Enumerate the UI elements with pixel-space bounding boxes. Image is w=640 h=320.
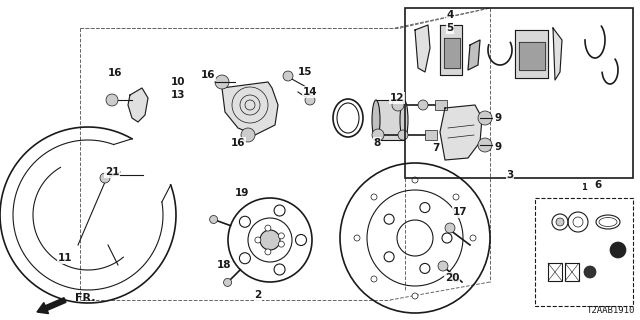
Text: 20: 20 bbox=[445, 273, 460, 283]
Text: 6: 6 bbox=[595, 180, 602, 190]
Ellipse shape bbox=[400, 100, 408, 140]
Circle shape bbox=[260, 230, 280, 250]
Text: 19: 19 bbox=[235, 188, 249, 198]
Text: 4: 4 bbox=[446, 10, 454, 20]
Text: T2AAB1910: T2AAB1910 bbox=[587, 306, 635, 315]
Text: 9: 9 bbox=[495, 142, 502, 152]
Circle shape bbox=[296, 235, 307, 245]
Circle shape bbox=[283, 71, 293, 81]
Text: 18: 18 bbox=[217, 260, 231, 270]
Circle shape bbox=[438, 261, 448, 271]
Circle shape bbox=[100, 173, 110, 183]
Text: 21: 21 bbox=[105, 167, 119, 177]
Circle shape bbox=[274, 264, 285, 275]
Circle shape bbox=[470, 235, 476, 241]
Circle shape bbox=[265, 249, 271, 255]
Circle shape bbox=[392, 99, 404, 111]
Circle shape bbox=[371, 276, 377, 282]
Text: 1: 1 bbox=[581, 183, 587, 192]
Circle shape bbox=[239, 216, 250, 227]
Bar bbox=[535, 198, 633, 306]
Circle shape bbox=[239, 253, 250, 264]
Bar bbox=[405, 8, 633, 178]
Polygon shape bbox=[440, 105, 482, 160]
Polygon shape bbox=[519, 42, 545, 70]
Circle shape bbox=[354, 235, 360, 241]
Polygon shape bbox=[415, 25, 430, 72]
Bar bbox=[548, 263, 562, 281]
Circle shape bbox=[584, 266, 596, 278]
Circle shape bbox=[610, 242, 626, 258]
Text: 3: 3 bbox=[506, 170, 514, 180]
Text: 8: 8 bbox=[373, 138, 381, 148]
Bar bbox=[565, 263, 579, 281]
Polygon shape bbox=[553, 28, 562, 80]
Circle shape bbox=[106, 94, 118, 106]
Polygon shape bbox=[128, 88, 148, 122]
Circle shape bbox=[445, 223, 455, 233]
Text: 11: 11 bbox=[58, 253, 72, 263]
Polygon shape bbox=[468, 40, 480, 70]
Polygon shape bbox=[440, 25, 462, 75]
Circle shape bbox=[274, 205, 285, 216]
Circle shape bbox=[556, 218, 564, 226]
Circle shape bbox=[478, 138, 492, 152]
Circle shape bbox=[442, 233, 452, 243]
Text: 16: 16 bbox=[201, 70, 215, 80]
Text: 9: 9 bbox=[495, 113, 502, 123]
Circle shape bbox=[418, 100, 428, 110]
Text: 17: 17 bbox=[452, 207, 467, 217]
Text: 15: 15 bbox=[298, 67, 312, 77]
Circle shape bbox=[305, 95, 315, 105]
Circle shape bbox=[265, 225, 271, 231]
Text: 10: 10 bbox=[171, 77, 185, 87]
Text: 7: 7 bbox=[432, 143, 440, 153]
Circle shape bbox=[372, 129, 384, 141]
Text: 14: 14 bbox=[303, 87, 317, 97]
Text: 5: 5 bbox=[446, 23, 454, 33]
Text: 2: 2 bbox=[254, 290, 262, 300]
Polygon shape bbox=[444, 38, 460, 68]
Ellipse shape bbox=[372, 100, 380, 140]
Polygon shape bbox=[515, 30, 548, 78]
Circle shape bbox=[453, 194, 459, 200]
Circle shape bbox=[412, 177, 418, 183]
Text: 13: 13 bbox=[171, 90, 185, 100]
Bar bbox=[376, 100, 404, 140]
Bar bbox=[435, 100, 447, 110]
Circle shape bbox=[215, 75, 229, 89]
Text: FR.: FR. bbox=[75, 293, 95, 303]
Circle shape bbox=[384, 252, 394, 262]
Text: 12: 12 bbox=[390, 93, 404, 103]
Circle shape bbox=[384, 214, 394, 224]
Circle shape bbox=[223, 278, 232, 286]
Circle shape bbox=[398, 130, 408, 140]
Circle shape bbox=[412, 293, 418, 299]
Circle shape bbox=[453, 276, 459, 282]
Circle shape bbox=[255, 237, 261, 243]
Circle shape bbox=[278, 241, 284, 247]
FancyArrow shape bbox=[37, 298, 66, 314]
Circle shape bbox=[278, 233, 284, 239]
Text: 16: 16 bbox=[108, 68, 122, 78]
Circle shape bbox=[241, 128, 255, 142]
Circle shape bbox=[371, 194, 377, 200]
Polygon shape bbox=[222, 82, 278, 135]
Bar bbox=[425, 130, 437, 140]
Circle shape bbox=[210, 215, 218, 223]
Circle shape bbox=[420, 263, 430, 273]
Text: 16: 16 bbox=[231, 138, 245, 148]
Circle shape bbox=[420, 203, 430, 212]
Circle shape bbox=[478, 111, 492, 125]
